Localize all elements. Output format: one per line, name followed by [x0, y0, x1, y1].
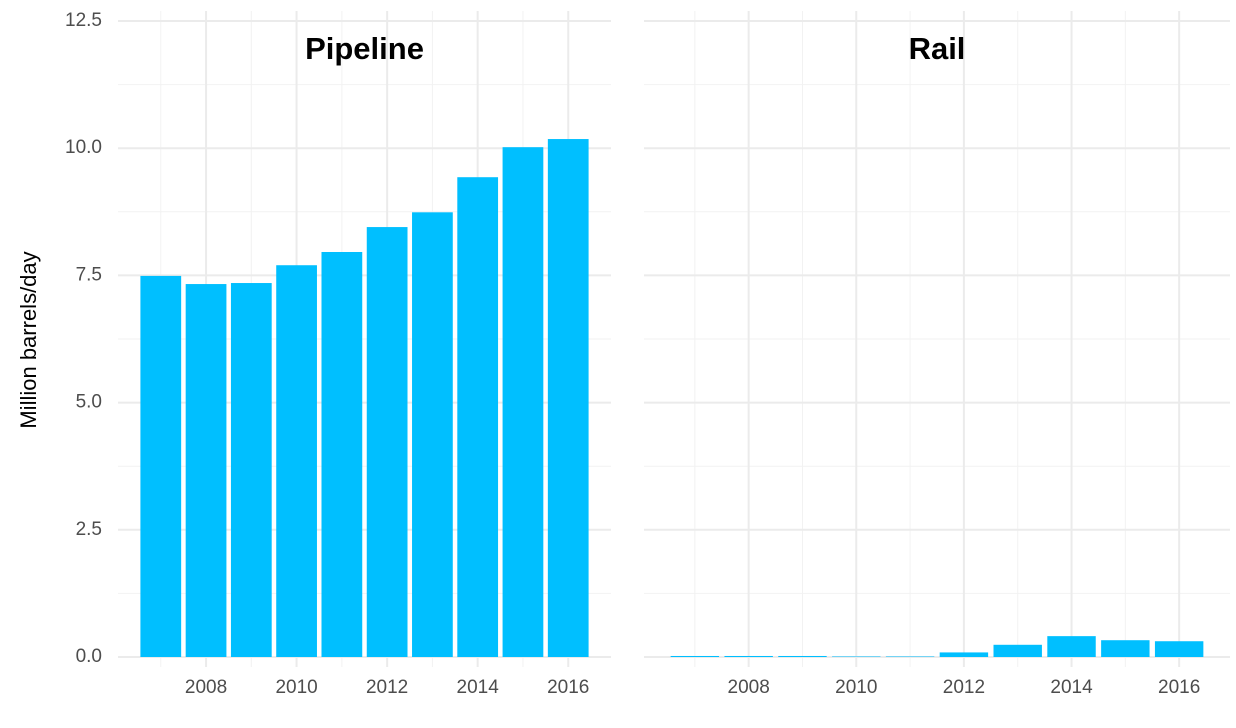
bar [457, 177, 499, 657]
panel-title: Pipeline [305, 31, 424, 66]
x-tick-label: 2012 [943, 677, 985, 698]
bar [140, 275, 182, 657]
y-tick-label: 2.5 [76, 519, 102, 540]
bar [1047, 636, 1096, 657]
bar [366, 227, 408, 657]
bar [412, 212, 453, 657]
panel-title: Rail [909, 31, 966, 66]
bar [885, 656, 935, 657]
bar [832, 656, 881, 657]
bar [547, 139, 589, 657]
bar [778, 655, 827, 657]
x-tick-label: 2016 [1158, 677, 1200, 698]
bar [724, 655, 773, 657]
y-tick-label: 7.5 [76, 264, 102, 285]
bar [1154, 641, 1204, 657]
x-tick-label: 2014 [457, 677, 500, 698]
x-tick-label: 2010 [835, 677, 877, 698]
bar [230, 283, 272, 657]
bar [670, 655, 720, 657]
x-tick-label: 2008 [728, 677, 770, 698]
y-axis-label: Million barrels/day [16, 251, 41, 428]
bar [185, 284, 227, 657]
y-tick-label: 12.5 [65, 10, 102, 31]
x-tick-label: 2016 [547, 677, 589, 698]
x-tick-label: 2008 [185, 677, 227, 698]
bar [939, 652, 989, 657]
bar [502, 147, 544, 657]
x-tick-label: 2010 [275, 677, 317, 698]
y-tick-label: 5.0 [76, 392, 102, 413]
bar [276, 265, 317, 657]
bar [321, 251, 363, 658]
bar [1101, 640, 1150, 657]
bar [993, 644, 1042, 657]
y-tick-label: 10.0 [65, 137, 102, 158]
y-tick-label: 0.0 [76, 646, 102, 667]
x-tick-label: 2014 [1050, 677, 1093, 698]
x-tick-label: 2012 [366, 677, 408, 698]
